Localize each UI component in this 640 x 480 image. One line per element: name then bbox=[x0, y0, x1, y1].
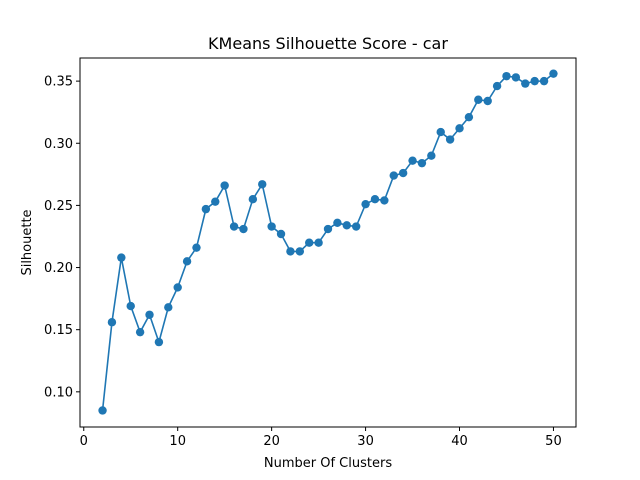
y-tick-label: 0.20 bbox=[44, 261, 73, 276]
plot-background bbox=[80, 58, 576, 427]
data-point bbox=[549, 69, 558, 78]
data-point bbox=[211, 197, 220, 206]
data-point bbox=[295, 247, 305, 256]
y-axis-label: Silhouette bbox=[20, 209, 35, 275]
data-point bbox=[145, 310, 154, 319]
data-point bbox=[464, 112, 474, 122]
data-point bbox=[389, 171, 398, 180]
data-point bbox=[314, 238, 323, 247]
data-point bbox=[361, 199, 370, 209]
y-axis: 0.10 0.15 0.20 0.25 0.30 0.35 bbox=[44, 75, 80, 400]
data-point bbox=[239, 224, 248, 234]
data-point bbox=[380, 196, 389, 205]
data-point bbox=[427, 151, 436, 160]
data-point bbox=[182, 257, 192, 266]
data-point bbox=[530, 76, 539, 86]
data-point bbox=[135, 327, 145, 337]
data-point bbox=[483, 96, 492, 106]
y-tick-label: 0.35 bbox=[44, 75, 73, 90]
data-point bbox=[192, 243, 201, 252]
data-point bbox=[351, 222, 361, 231]
data-point bbox=[445, 135, 455, 144]
data-point bbox=[342, 221, 351, 230]
plot-frame bbox=[79, 57, 577, 428]
data-point bbox=[267, 222, 276, 231]
x-axis-label: Number Of Clusters bbox=[264, 456, 392, 471]
data-point bbox=[333, 218, 342, 227]
data-point bbox=[323, 224, 333, 234]
data-point bbox=[229, 222, 239, 231]
series-layer bbox=[98, 69, 558, 415]
data-point bbox=[248, 194, 258, 204]
data-point bbox=[539, 76, 549, 86]
data-point bbox=[173, 283, 182, 292]
data-point bbox=[154, 337, 164, 347]
data-point bbox=[521, 79, 530, 88]
data-point bbox=[220, 181, 229, 190]
data-point bbox=[286, 247, 295, 256]
y-tick-label: 0.25 bbox=[44, 199, 73, 214]
data-point bbox=[164, 303, 173, 312]
data-point bbox=[107, 318, 117, 327]
x-tick-label: 0 bbox=[80, 434, 88, 449]
data-point bbox=[305, 238, 314, 247]
chart-title: KMeans Silhouette Score - car bbox=[208, 34, 448, 53]
data-point bbox=[417, 158, 427, 168]
data-point bbox=[398, 168, 408, 178]
x-axis: 0 10 20 30 40 50 bbox=[80, 427, 562, 449]
data-point bbox=[511, 73, 521, 82]
y-tick-label: 0.30 bbox=[44, 137, 73, 152]
data-point bbox=[276, 229, 286, 239]
x-tick-label: 10 bbox=[169, 434, 186, 449]
data-point bbox=[492, 81, 502, 91]
y-tick-label: 0.10 bbox=[44, 385, 73, 400]
data-point bbox=[258, 180, 267, 189]
data-point bbox=[474, 95, 483, 104]
x-tick-label: 20 bbox=[263, 434, 280, 449]
data-point bbox=[502, 71, 511, 81]
data-point bbox=[117, 253, 126, 262]
y-tick-label: 0.15 bbox=[44, 323, 73, 338]
data-point bbox=[370, 194, 380, 204]
x-tick-label: 50 bbox=[545, 434, 562, 449]
data-point bbox=[126, 301, 135, 311]
data-point bbox=[408, 156, 417, 165]
data-point bbox=[201, 204, 211, 214]
data-point bbox=[98, 406, 107, 415]
data-point bbox=[436, 127, 445, 137]
data-point bbox=[455, 124, 464, 133]
x-tick-label: 30 bbox=[357, 434, 374, 449]
x-tick-label: 40 bbox=[451, 434, 468, 449]
